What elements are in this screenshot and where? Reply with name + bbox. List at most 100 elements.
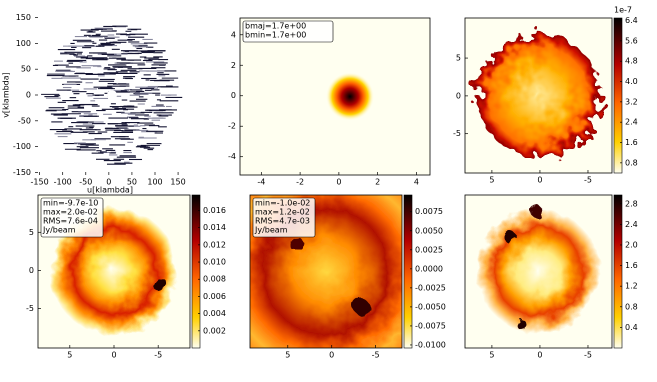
colorbar-tick-label: 2.4 [625, 118, 638, 127]
y-tick-label: 100 [16, 39, 31, 48]
y-axis-label: v[klambda] [2, 72, 11, 118]
x-tick-label: -5 [154, 351, 162, 360]
source [50, 207, 178, 336]
colorbar-tick-label: 0.004 [203, 309, 226, 318]
colorbar-tick-label: 0.8 [625, 302, 638, 311]
colorbar-tick-label: 2.4 [625, 220, 638, 229]
x-tick-label: -150 [31, 178, 49, 187]
colorbar-offset: 1e-7 [614, 6, 632, 15]
colorbar-tick-label: 0.016 [203, 206, 226, 215]
colorbar-tick-label: 0.0075 [415, 207, 443, 216]
axes-frame [464, 194, 613, 349]
x-tick-label: 5 [285, 351, 290, 360]
y-tick-label: -4 [228, 152, 236, 161]
dark-spot [289, 236, 303, 251]
annotation: Jy/beam [42, 226, 76, 235]
y-tick-label: 5 [29, 228, 34, 237]
x-tick-label: 5 [489, 351, 494, 360]
y-tick-label: 2 [231, 61, 236, 70]
colorbar-tick-label: -0.0025 [415, 283, 446, 292]
colorbar [191, 194, 201, 349]
annotation: Jy/beam [254, 226, 288, 235]
y-tick-label: -150 [13, 168, 31, 177]
x-tick-label: 5 [489, 176, 494, 185]
colorbar-tick-label: 5.6 [625, 36, 638, 45]
y-tick-label: -5 [453, 129, 461, 138]
colorbar-tick-label: 0.006 [203, 292, 226, 301]
x-tick-label: 100 [147, 178, 162, 187]
colorbar-tick-label: 0.010 [203, 258, 226, 267]
colorbar-tick-label: -0.0075 [415, 321, 446, 330]
colorbar-tick-label: -0.0100 [415, 340, 446, 349]
colorbar-tick-label: 1.6 [625, 138, 638, 147]
annotation: RMS=7.6e-04 [43, 217, 98, 226]
x-tick-label: -2 [296, 178, 304, 187]
y-tick-label: -5 [26, 304, 34, 313]
axes-frame [464, 17, 613, 174]
y-tick-label: -2 [228, 122, 236, 131]
dark-spot [504, 231, 517, 244]
colorbar-tick-label: 0.8 [625, 158, 638, 167]
colorbar-tick-label: 0.012 [203, 240, 226, 249]
x-tick-label: -5 [584, 351, 592, 360]
y-tick-label: 0 [231, 91, 236, 100]
colorbar-tick-label: 2.0 [625, 240, 638, 249]
annotation: bmin=1.7e+00 [245, 31, 306, 40]
beam [326, 72, 374, 121]
colorbar-tick-label: 0.0000 [415, 264, 443, 273]
source [476, 33, 601, 158]
x-tick-label: 0 [537, 351, 542, 360]
image [38, 195, 190, 348]
x-axis-label: u[klambda] [87, 186, 133, 195]
x-tick-label: -100 [54, 178, 72, 187]
dark-spot [152, 276, 166, 291]
annotation: bmaj=1.7e+00 [245, 22, 306, 31]
colorbar-tick-label: 1.6 [625, 261, 638, 270]
colorbar-tick-label: 0.014 [203, 223, 226, 232]
x-tick-label: 0 [336, 178, 341, 187]
y-tick-label: 150 [16, 13, 31, 22]
y-tick-label: 4 [231, 30, 236, 39]
annotation-box [242, 20, 334, 43]
colorbar-tick-label: -0.0050 [415, 302, 446, 311]
dark-spot [530, 205, 543, 218]
x-tick-label: -5 [372, 351, 380, 360]
x-tick-label: -50 [79, 178, 92, 187]
y-tick-label: 50 [21, 65, 31, 74]
y-tick-label: 0 [26, 91, 31, 100]
dark-spot [515, 318, 526, 329]
dark-spot [353, 298, 369, 315]
y-tick-label: 0 [456, 91, 461, 100]
annotation-box [40, 197, 104, 238]
annotation: max=2.0e-02 [43, 208, 98, 217]
annotation: RMS=4.7e-03 [255, 217, 310, 226]
annotation-box [252, 197, 316, 238]
x-tick-label: 0 [111, 351, 116, 360]
y-tick-label: -100 [13, 142, 31, 151]
annotation: min=-1.0e-02 [255, 199, 310, 208]
annotation: max=1.2e-02 [255, 208, 310, 217]
colorbar [613, 17, 623, 174]
x-tick-label: 0 [537, 176, 542, 185]
colorbar-tick-label: 0.0025 [415, 245, 443, 254]
y-tick-label: 0 [29, 266, 34, 275]
image [465, 195, 612, 348]
x-tick-label: -4 [257, 178, 265, 187]
x-tick-label: 0 [106, 178, 111, 187]
x-tick-label: 5 [67, 351, 72, 360]
x-tick-label: 2 [375, 178, 380, 187]
colorbar-tick-label: 3.2 [625, 97, 638, 106]
image [465, 18, 612, 173]
colorbar-tick-label: 0.008 [203, 275, 226, 284]
x-tick-label: 50 [127, 178, 137, 187]
axes-frame [239, 17, 431, 176]
colorbar-tick-label: 4.8 [625, 57, 638, 66]
annotation: min=-9.7e-10 [43, 199, 98, 208]
colorbar-tick-label: 0.002 [203, 326, 226, 335]
axes-frame [249, 194, 403, 349]
x-tick-label: 4 [414, 178, 419, 187]
x-tick-label: 0 [329, 351, 334, 360]
colorbar-tick-label: 4.0 [625, 77, 638, 86]
colorbar-tick-label: 0.4 [625, 323, 638, 332]
colorbar-tick-label: 0.0050 [415, 226, 443, 235]
